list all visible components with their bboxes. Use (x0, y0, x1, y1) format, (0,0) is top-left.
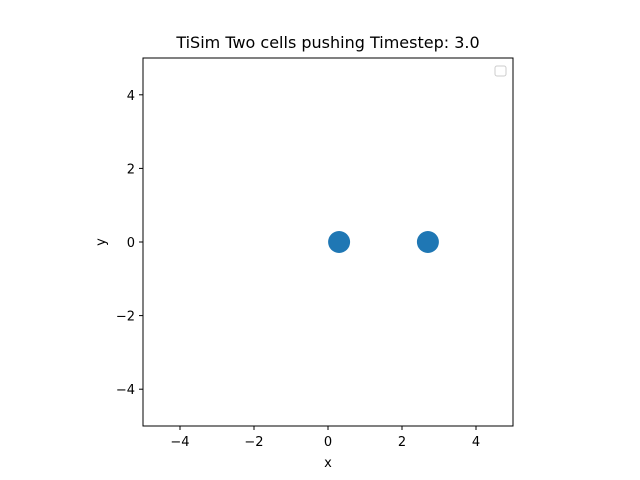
x-tick-label: 2 (398, 435, 406, 450)
plot-area: −4 −2 0 2 4 −4 −2 0 2 4 (116, 57, 514, 450)
chart-title: TiSim Two cells pushing Timestep: 3.0 (175, 33, 479, 52)
y-tick-label: −2 (116, 310, 135, 325)
y-tick-label: 2 (127, 162, 135, 177)
legend-box (494, 65, 507, 77)
x-axis-label: x (324, 456, 332, 471)
y-tick-label: 0 (127, 236, 135, 251)
axes-frame (142, 57, 514, 427)
y-tick-label: 4 (127, 89, 135, 104)
x-tick-label: 0 (324, 435, 332, 450)
x-tick-label: −2 (244, 435, 263, 450)
x-axis-ticks: −4 −2 0 2 4 (170, 426, 480, 450)
y-axis-label: y (94, 238, 109, 246)
cell-point (328, 231, 351, 253)
x-tick-label: 4 (472, 435, 480, 450)
y-axis-ticks: −4 −2 0 2 4 (116, 89, 143, 398)
y-tick-label: −4 (116, 383, 135, 398)
data-points (328, 231, 439, 253)
cell-point (416, 231, 439, 253)
x-tick-label: −4 (170, 435, 189, 450)
